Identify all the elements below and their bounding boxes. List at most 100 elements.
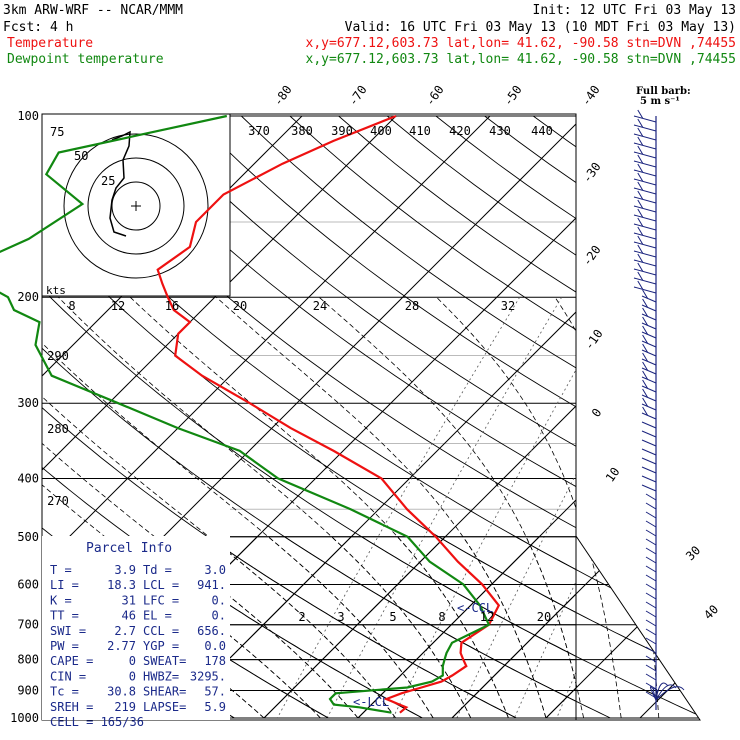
isotherm — [734, 116, 740, 718]
dewpoint-legend: Dewpoint temperature — [7, 52, 164, 67]
isotherm-label: -70 — [346, 83, 370, 109]
parcel-right-label: CCL = — [143, 624, 179, 638]
parcel-left-value: 46 — [122, 609, 136, 623]
dry-adiabat — [386, 115, 576, 256]
wind-barb — [645, 529, 657, 537]
parcel-info-row: CAPE = 0 SWEAT= 178 — [50, 654, 226, 668]
dewpoint-location: x,y=677.12,603.73 lat,lon= 41.62, -90.58… — [306, 52, 736, 67]
dry-adiabat-tail — [42, 536, 517, 719]
wind-barb-flag — [637, 244, 644, 254]
isotherm-label: -60 — [423, 83, 447, 109]
parcel-left-value: 30.8 — [107, 685, 136, 699]
parcel-info-row: Tc = 30.8 SHEAR= 57. — [50, 685, 226, 699]
theta-label: 390 — [331, 124, 353, 138]
isotherm — [545, 687, 576, 719]
parcel-left-value: 0 — [129, 669, 136, 683]
wind-barb — [641, 313, 657, 321]
wind-barb-flag — [637, 253, 644, 263]
parcel-right-label: SWEAT= — [143, 654, 186, 668]
parcel-left-value: 2.7 — [114, 624, 136, 638]
ccl-annotation: <-CCL — [457, 601, 493, 615]
dewpoint-profile — [0, 114, 491, 714]
wind-barb — [645, 511, 657, 519]
parcel-left-label: K = — [50, 593, 72, 607]
mixing-ratio-label-lower: 5 — [389, 610, 396, 624]
theta-label: 410 — [409, 124, 431, 138]
wind-barb — [645, 565, 657, 573]
wind-barb — [641, 376, 657, 384]
wind-barb-flag — [642, 316, 649, 326]
temperature-profile — [156, 114, 501, 714]
wind-barb — [645, 547, 657, 555]
dry-adiabat-tail — [386, 536, 700, 719]
wind-barb — [645, 574, 657, 582]
wind-barb-flag — [637, 271, 644, 281]
hodograph-ring — [63, 133, 209, 279]
wind-barb — [645, 655, 657, 663]
pressure-tick-100: 100 — [17, 109, 39, 123]
parcel-info-row: CELL = 165/36 — [50, 715, 144, 729]
moist-adiabat-tail — [42, 536, 434, 719]
surface-wind-barb — [655, 682, 669, 701]
pressure-tick-1000: 1000 — [10, 711, 39, 725]
surface-wind-barb — [655, 686, 685, 701]
moist-adiabat-tail — [129, 536, 509, 719]
mixing-ratio-line — [642, 297, 740, 718]
wind-barb — [641, 385, 657, 393]
wind-barb-flag — [637, 163, 644, 173]
pressure-tick-200: 200 — [17, 290, 39, 304]
wind-barb — [641, 421, 657, 429]
barb-note-line1: Full barb: — [636, 86, 691, 97]
mixing-ratio-line — [392, 368, 576, 719]
parcel-right-value: 57. — [204, 685, 226, 699]
wind-barb — [641, 448, 657, 456]
wind-barb — [645, 601, 657, 609]
hodograph-ring-label-75: 75 — [50, 125, 64, 139]
wind-profile — [633, 109, 685, 710]
wind-barb-flag — [642, 361, 649, 371]
wind-barb — [645, 637, 657, 645]
barb-note-line2: 5 m s⁻¹ — [640, 96, 680, 107]
mixing-ratio-label: 20 — [233, 299, 247, 313]
dry-adiabat-tail — [338, 536, 700, 719]
wind-barb — [645, 610, 657, 618]
parcel-left-value: 0 — [129, 654, 136, 668]
wind-barb — [645, 556, 657, 564]
hodograph-kts-label: kts — [46, 284, 66, 297]
isotherm-label: -80 — [271, 83, 295, 109]
wind-barb — [633, 115, 657, 123]
wind-barb-flag — [642, 406, 649, 416]
wind-barb-flag — [637, 190, 644, 200]
isotherm-label: 40 — [701, 602, 721, 622]
wind-barb-flag — [637, 235, 644, 245]
wind-barb — [633, 232, 657, 240]
wind-barb-flag — [637, 118, 644, 128]
temperature-location: x,y=677.12,603.73 lat,lon= 41.62, -90.58… — [306, 36, 736, 51]
wind-barb — [641, 484, 657, 492]
wind-barb — [645, 619, 657, 627]
parcel-left-label: SWI = — [50, 624, 86, 638]
theta-label: 440 — [531, 124, 553, 138]
lcl-annotation: <-LCL — [353, 695, 389, 709]
moist-adiabat-tail — [216, 536, 547, 719]
isotherm-label: 0 — [589, 406, 605, 420]
wind-barb — [633, 214, 657, 222]
wind-barb — [633, 259, 657, 267]
hodograph-ring-label-50: 50 — [74, 149, 88, 163]
wind-barb — [633, 133, 657, 141]
parcel-info-row: PW = 2.77 YGP = 0.0 — [50, 639, 226, 653]
wind-barb — [641, 331, 657, 339]
mixing-ratio-label-lower: 8 — [438, 610, 445, 624]
isotherm-label: 10 — [603, 465, 623, 485]
wind-barb-flag — [637, 109, 644, 119]
wind-barb-flag — [642, 298, 649, 308]
parcel-right-label: EL = — [143, 609, 172, 623]
dry-adiabat-tail — [630, 536, 700, 719]
isotherm — [734, 116, 740, 718]
wind-barb — [641, 349, 657, 357]
theta-label-left: 290 — [47, 349, 69, 363]
wind-barb — [641, 403, 657, 411]
parcel-info-title: Parcel Info — [86, 541, 172, 556]
isotherm — [263, 536, 700, 719]
wind-barb-flag — [637, 280, 644, 290]
